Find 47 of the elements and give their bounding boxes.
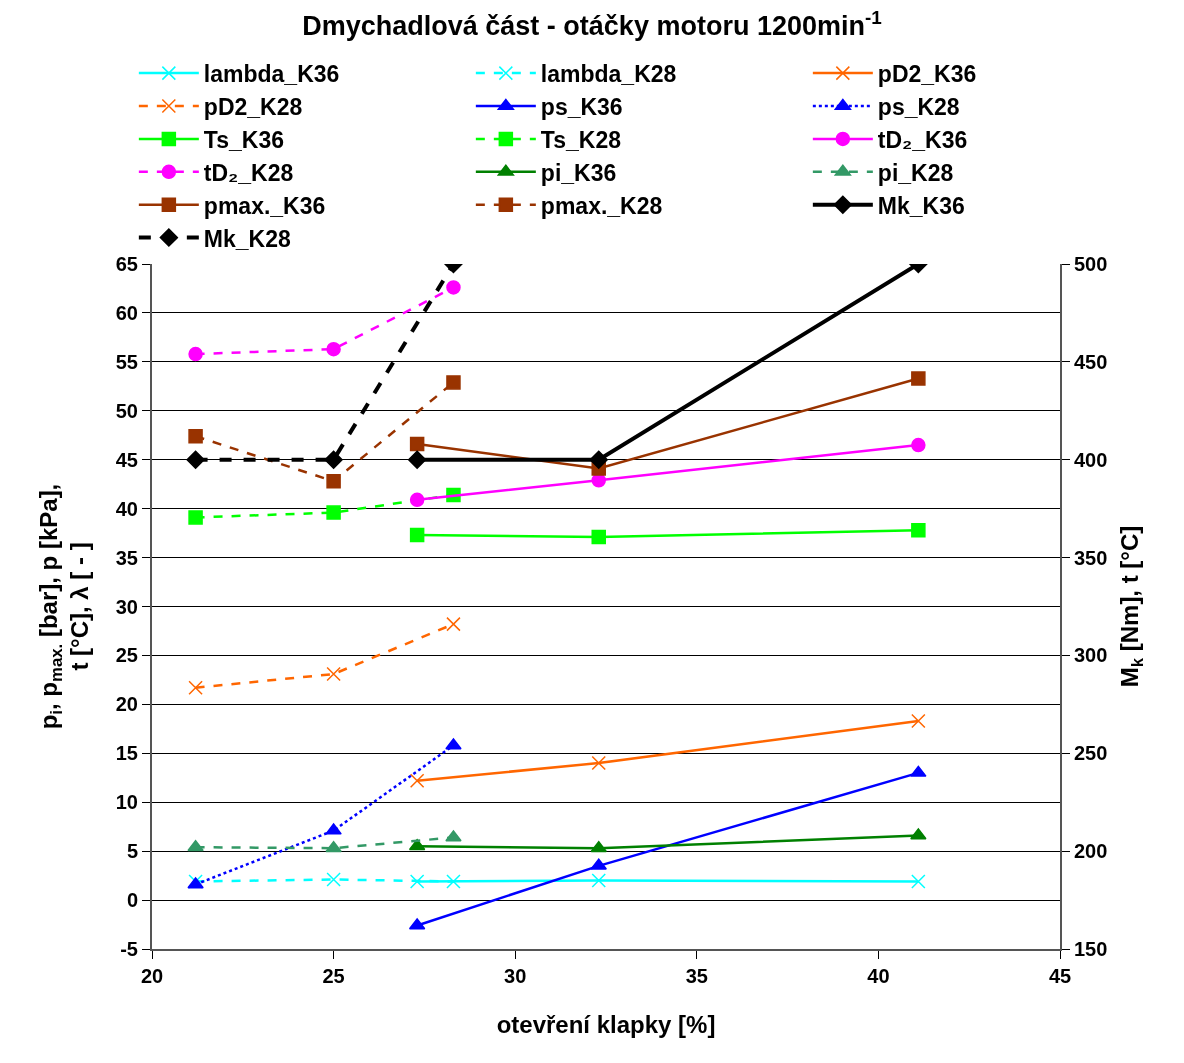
y-tick-label: 60 — [115, 301, 138, 324]
legend-label: Mk_K36 — [877, 192, 965, 219]
y-tick-label: 0 — [126, 889, 138, 912]
x-axis-title: otevření klapky [%] — [496, 1010, 716, 1038]
y2-tick-label: 200 — [1074, 840, 1108, 863]
y-tick-label: -5 — [120, 938, 138, 960]
legend-label: lambda_K36 — [203, 61, 340, 88]
y-tick-label: 20 — [115, 693, 138, 716]
y-tick-label: 25 — [115, 644, 138, 667]
legend-label: pmax._K28 — [540, 192, 663, 219]
legend-label: Ts_K36 — [203, 126, 284, 153]
x-tick-label: 40 — [867, 965, 890, 987]
legend-label: pi_K36 — [540, 159, 617, 186]
y-tick-label: 55 — [115, 350, 138, 373]
y2-tick-label: 450 — [1074, 350, 1108, 373]
legend-label: Mk_K28 — [203, 225, 291, 252]
y2-tick-label: 250 — [1074, 742, 1108, 765]
x-tick-label: 20 — [140, 965, 164, 987]
x-tick-label: 25 — [322, 965, 345, 987]
legend-label: pD2_K36 — [877, 61, 977, 88]
legend-label: pi_K28 — [877, 159, 954, 186]
legend-label: ps_K36 — [540, 93, 623, 120]
y-tick-label: 45 — [115, 448, 138, 471]
y2-tick-label: 350 — [1074, 546, 1108, 569]
x-tick-label: 35 — [685, 965, 708, 987]
y-tick-label: 40 — [115, 497, 138, 520]
y-tick-label: 15 — [115, 742, 138, 765]
y-tick-label: 5 — [126, 840, 138, 863]
legend-label: tD₂_K36 — [877, 126, 968, 153]
y2-tick-label: 400 — [1074, 448, 1108, 471]
x-tick-label: 45 — [1048, 965, 1072, 987]
y2-tick-label: 300 — [1074, 644, 1108, 667]
legend-label: pD2_K28 — [203, 93, 303, 120]
legend-label: tD₂_K28 — [203, 159, 294, 186]
legend-label: pmax._K36 — [203, 192, 326, 219]
legend-label: Ts_K28 — [540, 126, 622, 153]
y-tick-label: 35 — [115, 546, 138, 569]
x-tick-label: 30 — [504, 965, 527, 987]
y-tick-label: 50 — [115, 399, 138, 422]
y2-tick-label: 500 — [1074, 253, 1108, 275]
y-tick-label: 65 — [115, 253, 138, 275]
legend-label: ps_K28 — [877, 93, 960, 120]
y-tick-label: 10 — [115, 791, 138, 814]
y2-tick-label: 150 — [1074, 938, 1108, 960]
y-tick-label: 30 — [115, 595, 138, 618]
legend-label: lambda_K28 — [540, 61, 677, 88]
chart-title: Dmychadlová část - otáčky motoru 1200min$^{-1}$ — [302, 6, 882, 41]
